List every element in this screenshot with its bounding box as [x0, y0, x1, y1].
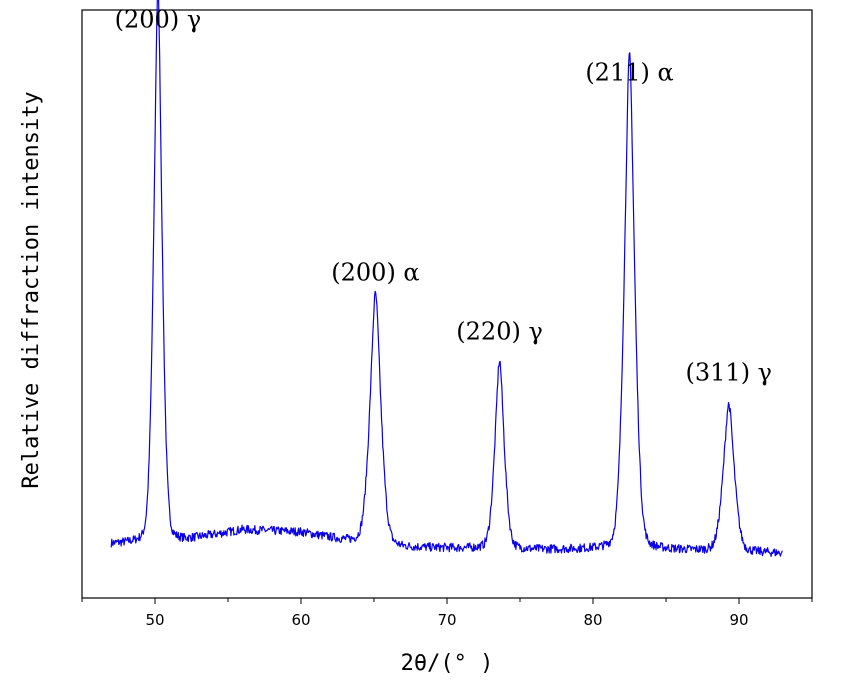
x-tick-label: 60	[291, 611, 310, 629]
x-tick-label: 90	[729, 611, 748, 629]
peak-annotation: (211) α	[585, 59, 673, 87]
x-axis-tick-labels: 50 60 70 80 90	[145, 611, 748, 629]
x-tick-label: 80	[583, 611, 602, 629]
peak-annotation: (311) γ	[686, 358, 773, 386]
x-tick-label: 70	[437, 611, 456, 629]
plot-frame	[81, 9, 813, 599]
peak-annotation: (220) γ	[456, 317, 543, 345]
x-tick-label: 50	[145, 611, 164, 629]
intensity-line	[110, 0, 783, 557]
peak-annotation: (200) α	[331, 258, 419, 286]
x-axis-ticks	[81, 598, 813, 604]
y-axis-label: Relative diffraction intensity	[19, 91, 44, 488]
peak-annotations: (200) γ (200) α (220) γ (211) α (311) γ	[115, 6, 772, 387]
x-axis-label: 2θ/(° )	[401, 651, 494, 676]
peak-annotation: (200) γ	[115, 6, 202, 34]
